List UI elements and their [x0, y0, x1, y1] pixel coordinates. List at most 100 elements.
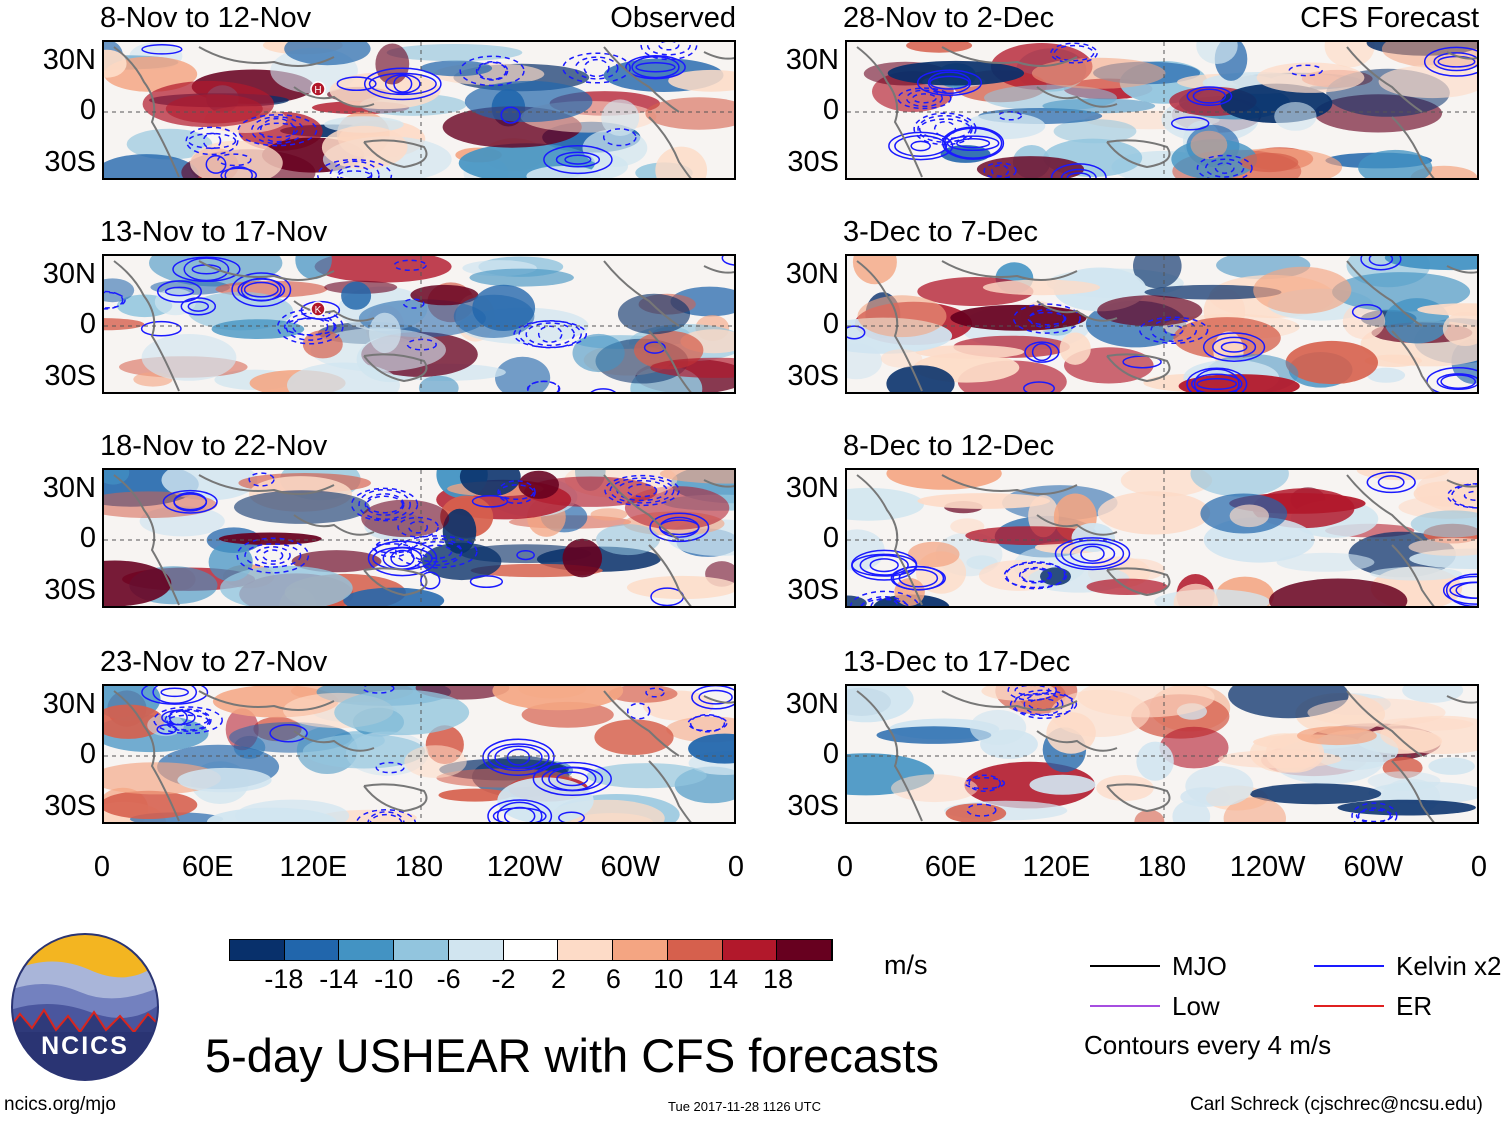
kelvin-contour [698, 689, 733, 705]
panel-tag: CFS Forecast [1300, 2, 1479, 34]
kelvin-contour [350, 487, 419, 522]
kelvin-contour [892, 565, 945, 591]
kelvin-contour [555, 151, 601, 168]
legend-label: ER [1396, 991, 1433, 1021]
shear-field [104, 470, 734, 606]
kelvin-contour [459, 55, 525, 87]
shear-anomaly [1367, 367, 1406, 383]
kelvin-contour [161, 709, 196, 726]
kelvin-contour [362, 686, 395, 694]
kelvin-contour [1436, 373, 1477, 391]
coastline [856, 690, 923, 822]
kelvin-contour [558, 811, 585, 822]
shear-anomaly [880, 349, 923, 368]
lat-label: 30N [785, 44, 839, 76]
kelvin-contour [543, 145, 613, 175]
kelvin-contour [532, 761, 612, 797]
kelvin-contour [1212, 336, 1257, 358]
coastline [1036, 514, 1118, 536]
kelvin-contour [1288, 64, 1323, 77]
shear-anomaly [1250, 783, 1382, 805]
coastline [293, 514, 375, 536]
shear-anomaly [104, 318, 145, 331]
kelvin-contour [851, 549, 918, 581]
colorbar-units: m/s [884, 950, 928, 980]
kelvin-contour [1060, 168, 1097, 178]
shear-anomaly [1196, 42, 1238, 64]
shear-anomaly [1217, 750, 1342, 769]
shear-anomaly [601, 99, 640, 136]
shear-anomaly [1185, 765, 1254, 807]
coastline [648, 330, 692, 392]
shear-anomaly [876, 726, 992, 744]
kelvin-contour [224, 166, 253, 178]
map-panel: K [102, 254, 736, 394]
coastline [113, 474, 180, 606]
coastline [603, 474, 680, 541]
coastline [703, 51, 734, 60]
legend-swatch [1090, 1005, 1160, 1007]
footer-credit: Carl Schreck (cjschrec@ncsu.edu) [1190, 1094, 1483, 1115]
kelvin-contour [506, 748, 531, 766]
kelvin-contour [927, 71, 972, 95]
kelvin-contour [933, 120, 957, 137]
footer-url[interactable]: ncics.org/mjo [4, 1094, 116, 1115]
kelvin-contour [140, 320, 182, 337]
shear-anomaly [1285, 340, 1378, 385]
shear-anomaly [464, 80, 593, 123]
colorbar-tick-label: 6 [605, 964, 621, 994]
coastline [1391, 760, 1435, 822]
kelvin-contour [475, 61, 509, 81]
shear-anomaly [645, 97, 734, 130]
shear-anomaly [518, 470, 559, 499]
coastline [1446, 51, 1477, 60]
shear-anomaly [1096, 775, 1154, 801]
kelvin-contour [487, 799, 553, 822]
shear-anomaly [915, 345, 1025, 359]
kelvin-contour [368, 72, 437, 96]
svg-text:H: H [314, 85, 321, 96]
coastline [856, 46, 923, 178]
kelvin-contour [991, 164, 1010, 177]
kelvin-contour [513, 320, 588, 349]
kelvin-contour [172, 256, 241, 283]
kelvin-contour [964, 777, 1006, 790]
shear-anomaly [655, 146, 708, 178]
kelvin-contour [1449, 581, 1477, 600]
kelvin-contour [164, 708, 212, 732]
shear-anomaly [177, 767, 272, 793]
kelvin-contour [393, 75, 413, 93]
kelvin-contour [1054, 537, 1131, 571]
shear-anomaly [404, 745, 467, 778]
map-panel: H [102, 40, 736, 180]
kelvin-contour [1024, 341, 1060, 363]
shear-anomaly [1276, 552, 1375, 572]
kelvin-contour [869, 558, 899, 573]
coastline [198, 260, 335, 281]
shear-anomaly [668, 69, 734, 92]
shear-anomaly [104, 278, 135, 303]
shear-anomaly [1133, 256, 1182, 289]
lat-label: 30S [44, 574, 96, 606]
kelvin-contour [285, 312, 336, 341]
coastline [1446, 265, 1477, 274]
kelvin-contour [1357, 807, 1392, 822]
kelvin-contour [364, 493, 405, 516]
kelvin-contour [397, 516, 439, 538]
svg-text:K: K [315, 305, 322, 316]
kelvin-contour [152, 686, 198, 705]
kelvin-contour [897, 87, 952, 110]
kelvin-contour [956, 138, 991, 149]
shear-anomaly [343, 587, 445, 606]
kelvin-contour [646, 42, 691, 56]
lon-label: 180 [394, 851, 444, 883]
kelvin-contour [1023, 693, 1064, 716]
kelvin-contour [913, 112, 977, 146]
coastline [1036, 300, 1118, 322]
lat-label: 30N [42, 472, 96, 504]
shear-anomaly [1342, 303, 1386, 340]
coastline [603, 260, 680, 327]
lon-label: 60W [600, 851, 661, 883]
panel-title: 8-Dec to 12-Dec [843, 430, 1055, 462]
kelvin-contour [336, 165, 373, 178]
